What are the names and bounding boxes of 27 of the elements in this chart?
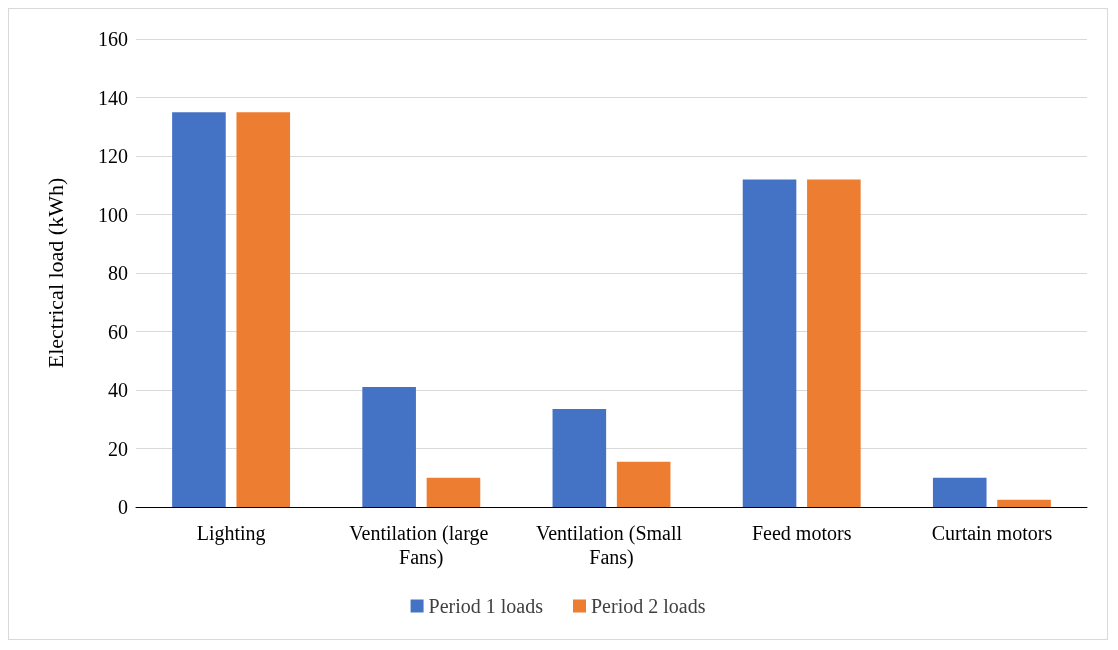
bar [932,477,987,507]
bar [236,112,291,507]
y-tick-label: 160 [98,28,128,50]
bar [426,477,481,507]
bar [742,179,797,507]
y-tick-label: 60 [108,320,128,343]
x-tick-label: Lighting [196,522,266,545]
y-tick-label: 120 [98,145,128,167]
bar [362,387,416,507]
legend-label: Period 1 loads [428,595,544,617]
y-axis-title: Electrical load (kWh) [42,177,68,369]
x-tick-label: Curtain motors [931,522,1053,544]
bar [172,112,226,507]
y-tick-label: 100 [98,203,128,226]
bar [552,409,607,507]
x-tick-label: Ventilation (large Fans) [349,522,494,569]
y-tick-label: 20 [108,437,128,460]
bar [807,179,861,507]
y-tick-label: 40 [108,379,128,401]
legend-label: Period 2 loads [591,595,706,617]
y-tick-label: 140 [98,86,128,109]
y-tick-label: 0 [118,496,128,518]
bar [616,461,671,507]
bar [997,499,1051,507]
y-tick-label: 80 [108,262,128,284]
x-tick-label: Ventilation (Small Fans) [535,522,688,569]
x-tick-label: Feed motors [751,522,852,544]
